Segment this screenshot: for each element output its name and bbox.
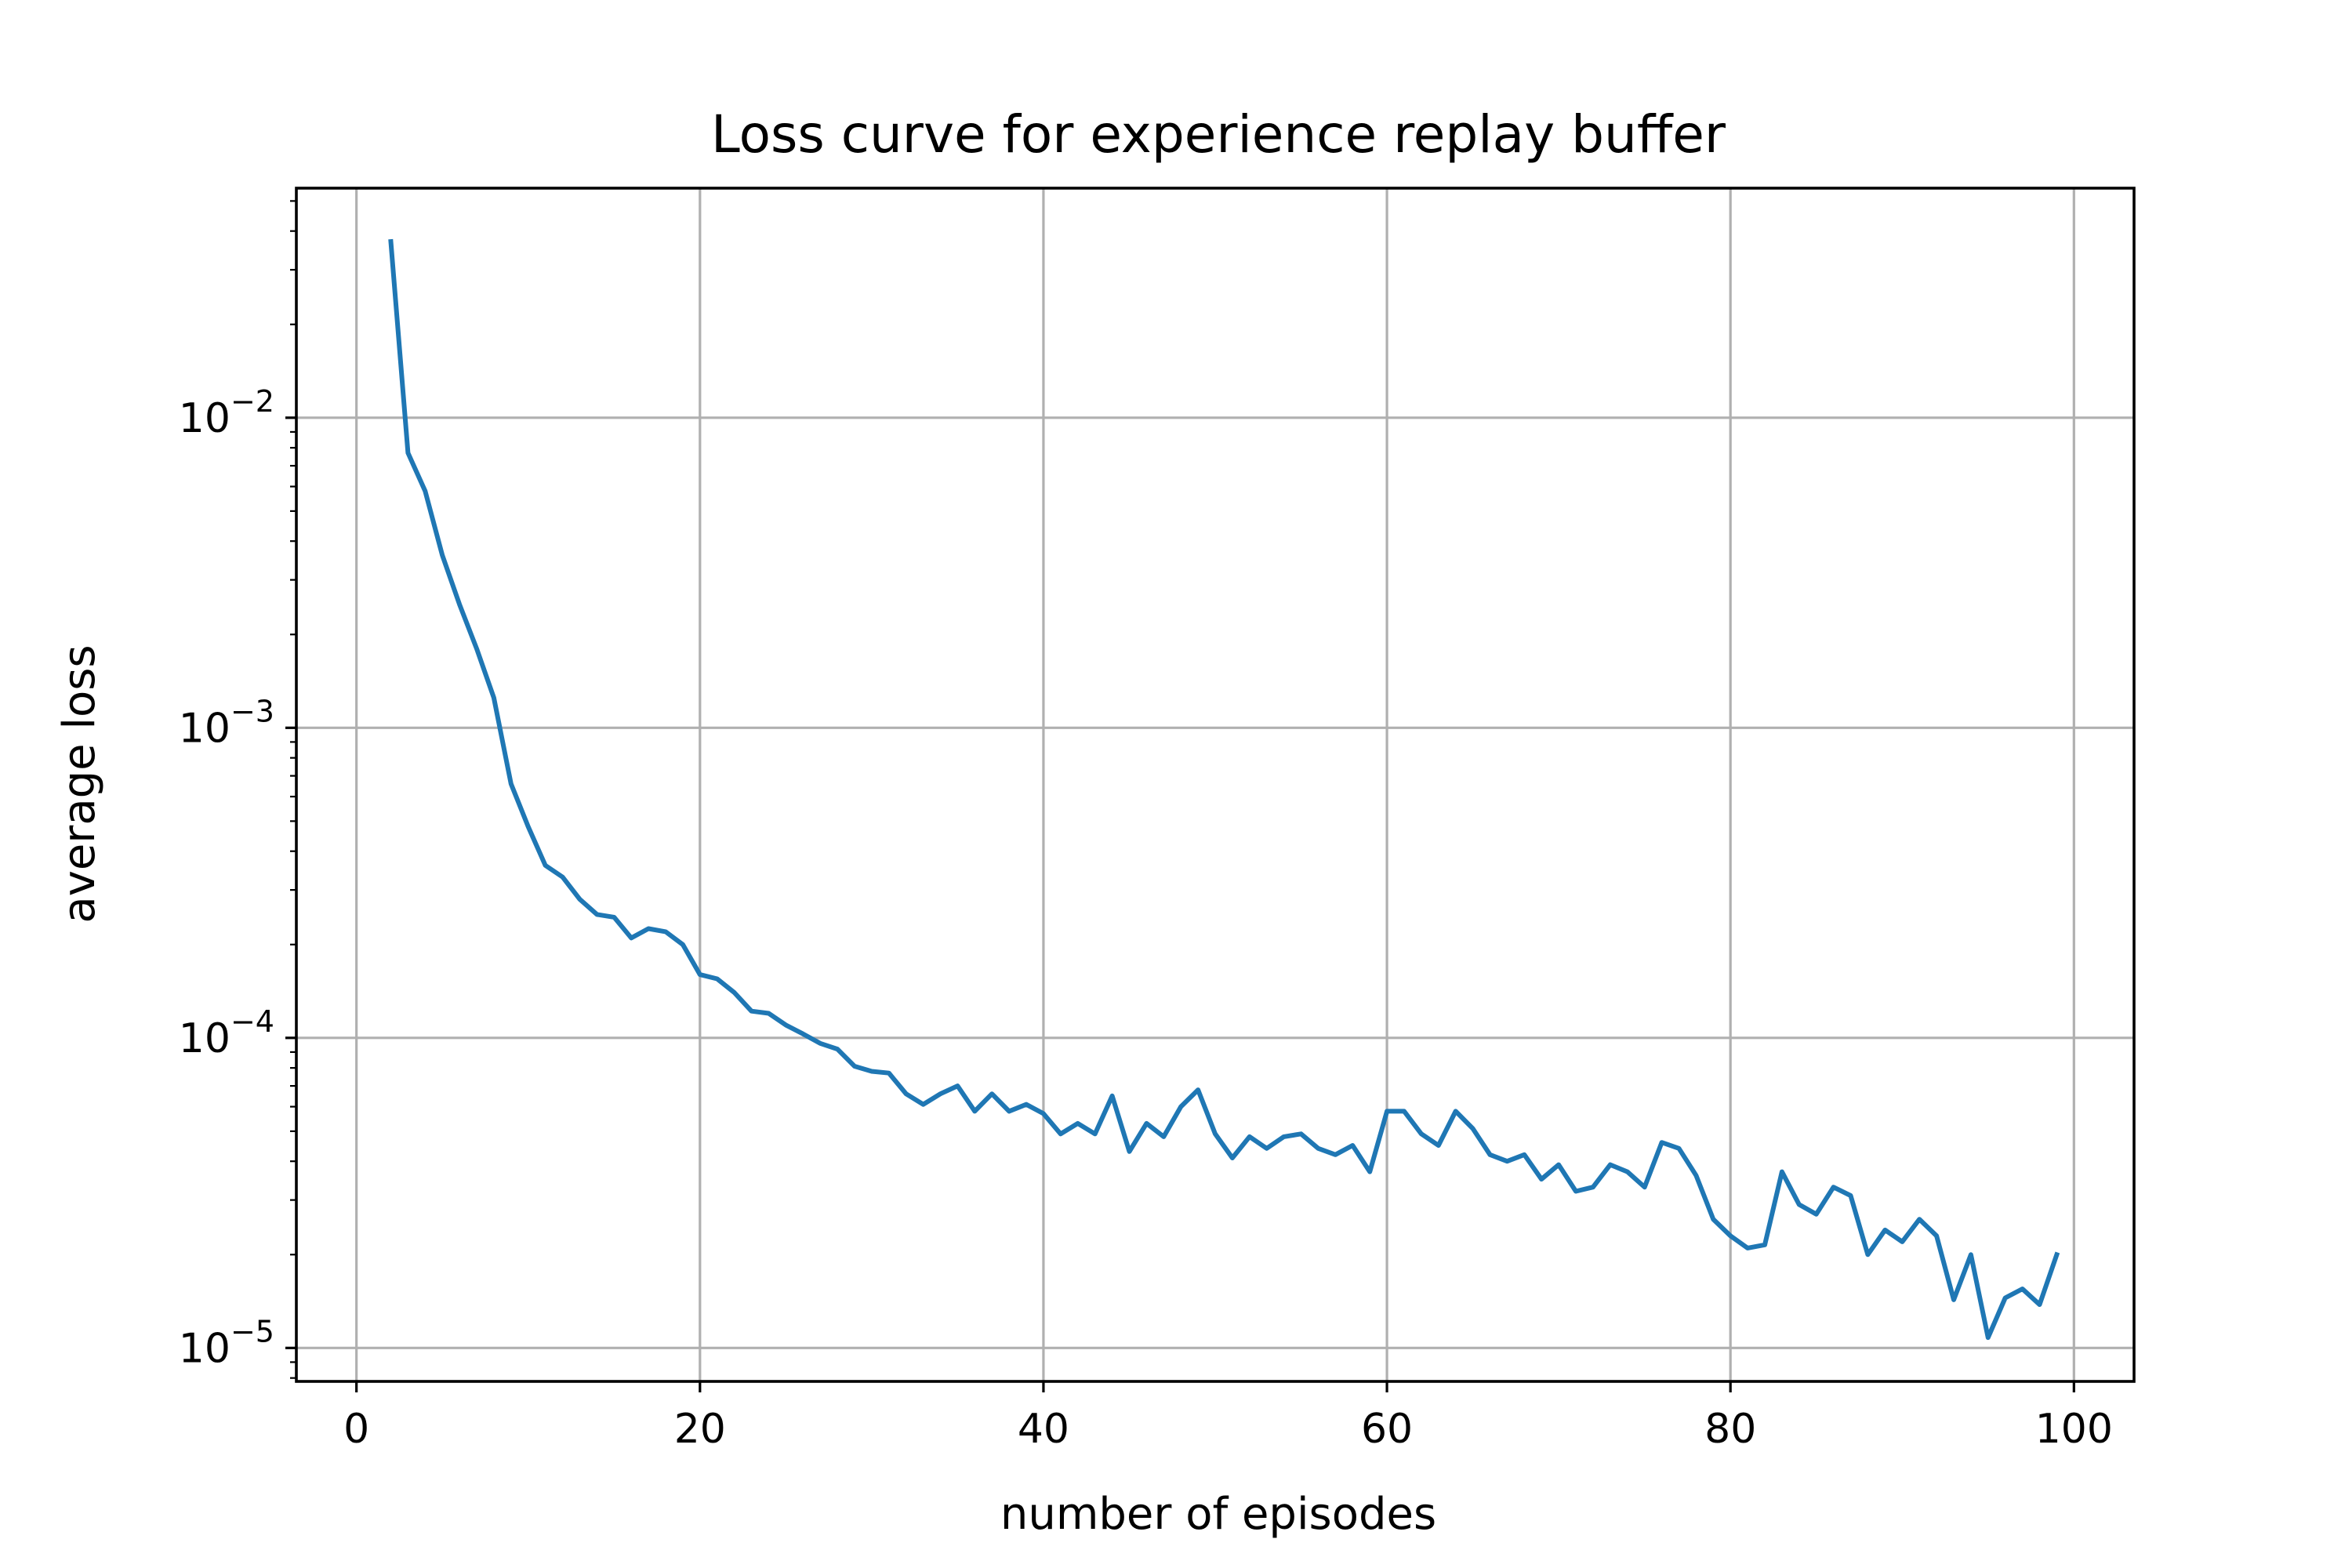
- x-tick-label: 80: [1704, 1406, 1756, 1453]
- x-tick-label: 100: [2035, 1406, 2113, 1453]
- y-tick-label: 10−4: [179, 1004, 274, 1062]
- x-tick-label: 40: [1018, 1406, 1069, 1453]
- y-tick-label: 10−2: [179, 384, 274, 442]
- y-tick-label: 10−3: [179, 694, 274, 752]
- axes-layer: [295, 187, 2136, 1383]
- x-axis-label: number of episodes: [1000, 1489, 1436, 1540]
- x-axis-ticks: 0 20 40 60 80 100: [343, 1381, 2113, 1453]
- grid-lines: [296, 188, 2134, 1381]
- y-tick-label: 10−5: [179, 1314, 274, 1372]
- plot-frame: [295, 187, 2136, 1383]
- y-axis-label: average loss: [54, 644, 105, 923]
- x-tick-label: 0: [343, 1406, 369, 1453]
- x-tick-label: 60: [1361, 1406, 1413, 1453]
- loss-series-line: [388, 238, 2060, 1341]
- series-layer: [388, 238, 2060, 1341]
- y-axis-ticks: 10−2 10−3 10−4 10−5: [179, 200, 296, 1379]
- chart-title: Loss curve for experience replay buffer: [711, 104, 1726, 165]
- x-tick-label: 20: [674, 1406, 726, 1453]
